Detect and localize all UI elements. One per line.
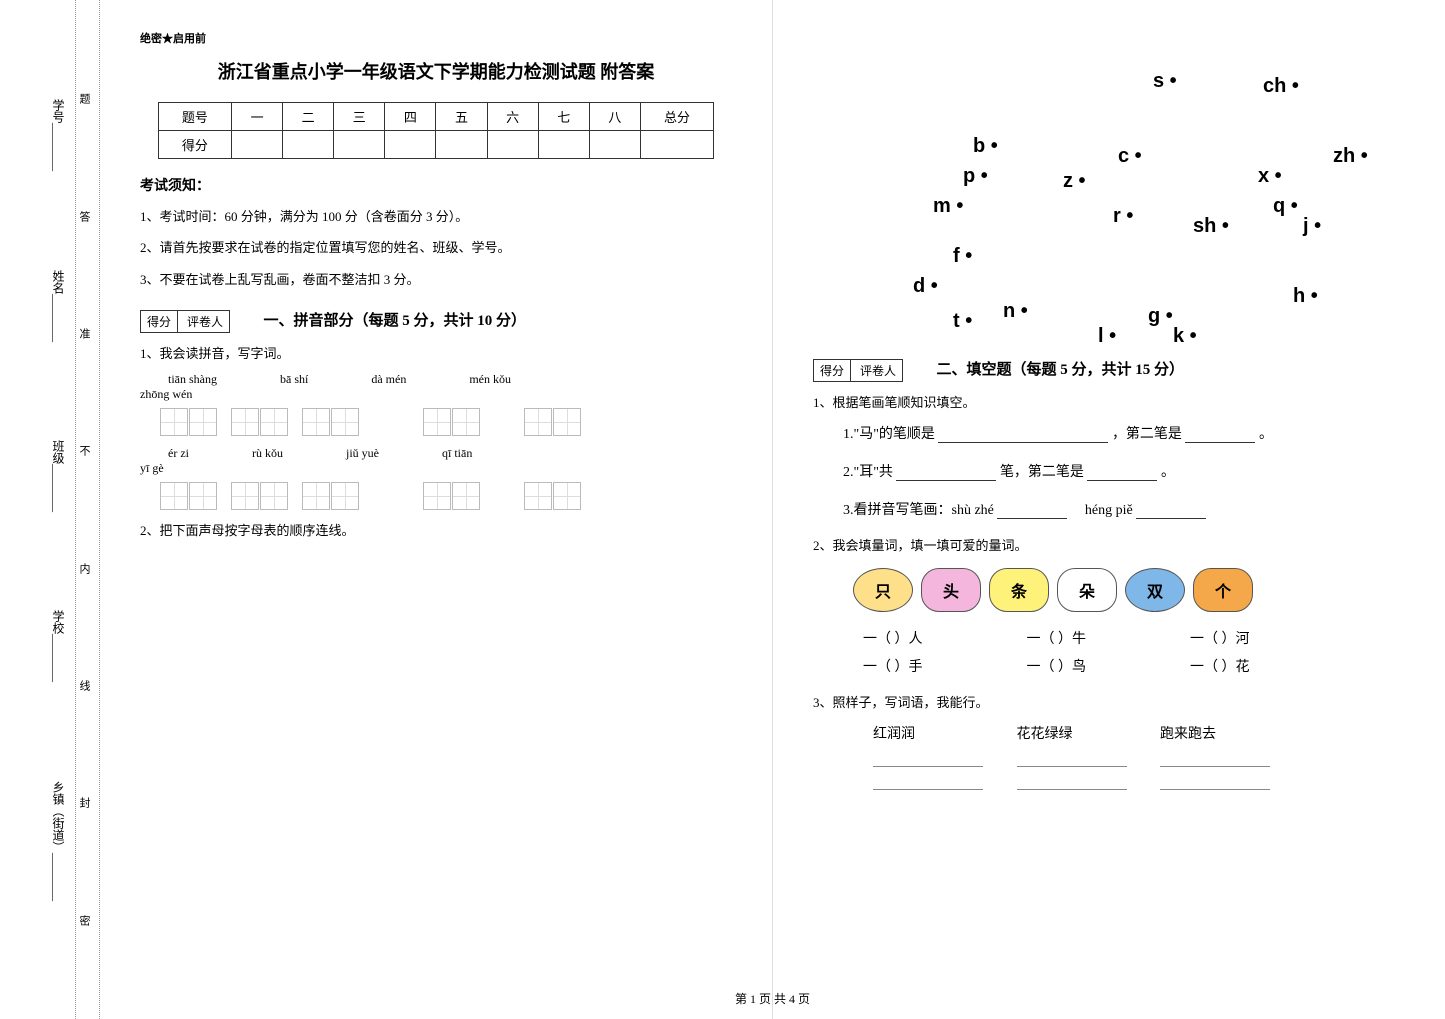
letter-connection-diagram[interactable]: b •p •m •f •d •t •n •l •g •k •h •j •q •x… xyxy=(863,40,1405,340)
classifier-shape: 条 xyxy=(989,568,1049,612)
binding-margin: 学号________ 姓名________ 班级________ 学校_____… xyxy=(0,0,100,1019)
s2q3-label: 3、照样子，写词语，我能行。 xyxy=(813,692,1405,711)
section-1-title: 一、拼音部分（每题 5 分，共计 10 分） xyxy=(264,309,527,330)
label-town: 乡镇（街道）________ xyxy=(50,781,67,901)
diagram-letter-n[interactable]: n • xyxy=(1003,295,1028,327)
diagram-letter-ch[interactable]: ch • xyxy=(1263,70,1299,102)
diagram-letter-x[interactable]: x • xyxy=(1258,160,1282,192)
diagram-letter-h[interactable]: h • xyxy=(1293,280,1318,312)
instruction-3: 3、不要在试卷上乱写乱画，卷面不整洁扣 3 分。 xyxy=(140,268,732,291)
pinyin-row-1: tiān shàng bā shí dà mén mén kǒu xyxy=(168,372,732,387)
grader-box: 得分 评卷人 xyxy=(813,359,903,382)
diagram-letter-m[interactable]: m • xyxy=(933,190,963,222)
pinyin-row-2: ér zi rù kǒu jiǔ yuè qī tiān xyxy=(168,446,732,461)
classifier-fill-row2: 一（ ）手 一（ ）鸟 一（ ）花 xyxy=(863,654,1405,682)
diagram-letter-z[interactable]: z • xyxy=(1063,165,1086,197)
s1q2-label: 2、把下面声母按字母表的顺序连线。 xyxy=(140,520,732,539)
table-row: 得分 xyxy=(158,131,713,159)
classifier-shape: 朵 xyxy=(1057,568,1117,612)
diagram-letter-s[interactable]: s • xyxy=(1153,65,1177,97)
fill-blank[interactable] xyxy=(1185,427,1255,443)
fill-blank[interactable] xyxy=(873,772,983,790)
grader-marker-label: 评卷人 xyxy=(181,311,229,332)
fill-blank[interactable] xyxy=(1017,749,1127,767)
diagram-letter-t[interactable]: t • xyxy=(953,305,972,337)
s1q1-label: 1、我会读拼音，写字词。 xyxy=(140,343,732,362)
s2q1-sub3: 3.看拼音写笔画：shù zhé héng piě xyxy=(843,497,1405,525)
grader-box: 得分 评卷人 xyxy=(140,310,230,333)
diagram-letter-g[interactable]: g • xyxy=(1148,300,1173,332)
th-score: 得分 xyxy=(158,131,231,159)
s2q1-label: 1、根据笔画笔顺知识填空。 xyxy=(813,392,1405,411)
page-content: 绝密★启用前 浙江省重点小学一年级语文下学期能力检测试题 附答案 题号 一 二 … xyxy=(100,0,1445,1019)
right-column: b •p •m • f • d • t • n • l • g •k • h • j • q •x… xyxy=(773,0,1445,1019)
label-class: 班级________ xyxy=(50,440,67,512)
diagram-letter-q[interactable]: q • xyxy=(1273,190,1298,222)
table-row: 题号 一 二 三 四 五 六 七 八 总分 xyxy=(158,103,713,131)
diagram-letter-f[interactable]: f • xyxy=(953,240,972,272)
th-num: 题号 xyxy=(158,103,231,131)
pinyin-row-2b: yī gè xyxy=(140,461,732,476)
fill-blank[interactable] xyxy=(873,749,983,767)
label-name: 姓名________ xyxy=(50,270,67,342)
grader-score-label: 得分 xyxy=(141,311,178,332)
tianzige-row-2 xyxy=(160,482,732,510)
fill-blank[interactable] xyxy=(1087,465,1157,481)
instruction-2: 2、请首先按要求在试卷的指定位置填写您的姓名、班级、学号。 xyxy=(140,236,732,259)
label-school: 学校________ xyxy=(50,610,67,682)
classifier-fill-row1: 一（ ）人 一（ ）牛 一（ ）河 xyxy=(863,626,1405,654)
page-footer: 第 1 页 共 4 页 xyxy=(735,990,810,1007)
left-column: 绝密★启用前 浙江省重点小学一年级语文下学期能力检测试题 附答案 题号 一 二 … xyxy=(100,0,773,1019)
fill-blank[interactable] xyxy=(997,503,1067,519)
label-studentid: 学号________ xyxy=(50,99,67,171)
pattern-blanks-1 xyxy=(873,749,1405,772)
diagram-letter-d[interactable]: d • xyxy=(913,270,938,302)
seal-line-text: 题 答 准 不 内 线 封 密 xyxy=(75,0,92,1019)
classifier-shape: 头 xyxy=(921,568,981,612)
pattern-examples: 红润润 花花绿绿 跑来跑去 xyxy=(873,721,1405,749)
tianzige-row-1 xyxy=(160,408,732,436)
fill-blank[interactable] xyxy=(938,427,1108,443)
diagram-letter-p[interactable]: p • xyxy=(963,160,988,192)
section-2-title: 二、填空题（每题 5 分，共计 15 分） xyxy=(937,358,1185,379)
pattern-blanks-2 xyxy=(873,772,1405,795)
pinyin-row-1b: zhōng wén xyxy=(140,387,732,402)
diagram-letter-sh[interactable]: sh • xyxy=(1193,210,1229,242)
exam-title: 浙江省重点小学一年级语文下学期能力检测试题 附答案 xyxy=(140,58,732,84)
diagram-letter-l[interactable]: l • xyxy=(1098,320,1116,352)
classifier-shapes: 只头条朵双个 xyxy=(853,568,1405,612)
diagram-letter-j[interactable]: j • xyxy=(1303,210,1321,242)
score-table: 题号 一 二 三 四 五 六 七 八 总分 得分 xyxy=(158,102,714,159)
fill-blank[interactable] xyxy=(896,465,996,481)
fill-blank[interactable] xyxy=(1017,772,1127,790)
s2q2-label: 2、我会填量词，填一填可爱的量词。 xyxy=(813,535,1405,554)
grader-score-label: 得分 xyxy=(814,360,851,381)
classifier-shape: 只 xyxy=(853,568,913,612)
diagram-letter-zh[interactable]: zh • xyxy=(1333,140,1368,172)
fill-blank[interactable] xyxy=(1160,772,1270,790)
fill-blank[interactable] xyxy=(1136,503,1206,519)
student-info-labels: 学号________ 姓名________ 班级________ 学校_____… xyxy=(50,50,67,950)
instruction-1: 1、考试时间：60 分钟，满分为 100 分（含卷面分 3 分）。 xyxy=(140,205,732,228)
fill-blank[interactable] xyxy=(1160,749,1270,767)
diagram-letter-c[interactable]: c • xyxy=(1118,140,1142,172)
diagram-letter-k[interactable]: k • xyxy=(1173,320,1197,352)
instructions-heading: 考试须知： xyxy=(140,175,732,195)
section-2-header: 得分 评卷人 二、填空题（每题 5 分，共计 15 分） xyxy=(813,358,1405,382)
diagram-letter-b[interactable]: b • xyxy=(973,130,998,162)
secret-mark: 绝密★启用前 xyxy=(140,30,732,46)
classifier-shape: 双 xyxy=(1125,568,1185,612)
classifier-shape: 个 xyxy=(1193,568,1253,612)
section-1-header: 得分 评卷人 一、拼音部分（每题 5 分，共计 10 分） xyxy=(140,309,732,333)
diagram-letter-r[interactable]: r • xyxy=(1113,200,1133,232)
grader-marker-label: 评卷人 xyxy=(854,360,902,381)
s2q1-sub2: 2."耳"共 笔，第二笔是 。 xyxy=(843,459,1405,487)
s2q1-sub1: 1."马"的笔顺是 ，第二笔是 。 xyxy=(843,421,1405,449)
